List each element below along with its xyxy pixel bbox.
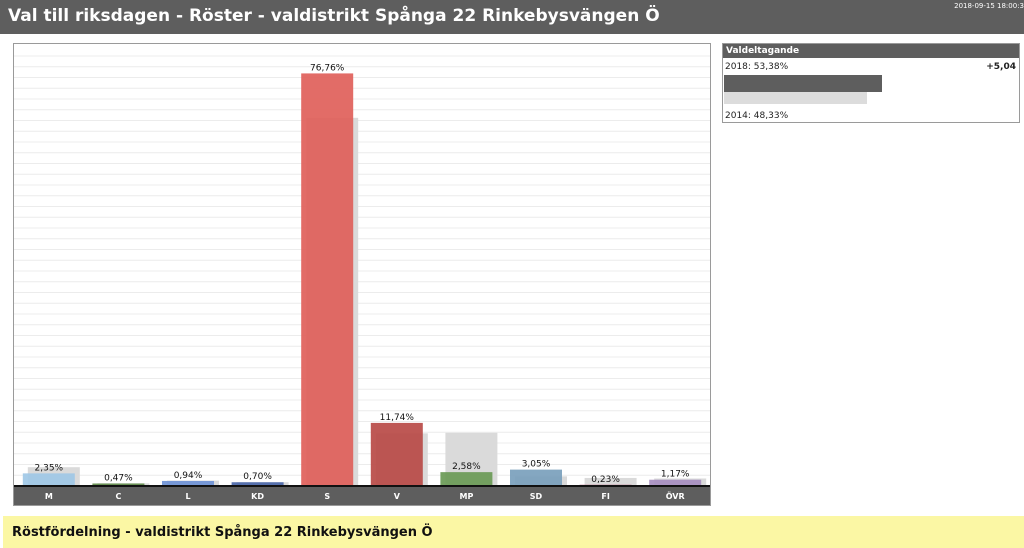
vote-bar-chart-svg: 2,35% 0,47% 0,94% 0,70% 76,76% 11,74% 2,58% 3,0…: [14, 55, 710, 505]
category-axis: [14, 486, 710, 505]
value-label-FI: 0,23%: [591, 475, 620, 485]
value-label-SD: 3,05%: [522, 460, 551, 470]
turnout-2018-label: 2018: 53,38%: [725, 62, 789, 72]
tick-label-M: M: [45, 492, 53, 501]
value-label-ÖVR: 1,17%: [661, 470, 690, 480]
turnout-2014-bar: [724, 92, 868, 104]
bar-previous-FI: [584, 477, 637, 486]
tick-label-V: V: [394, 492, 401, 501]
value-label-M: 2,35%: [35, 463, 64, 473]
turnout-2018-bar: [724, 75, 882, 92]
page-title: Val till riksdagen - Röster - valdistrik…: [8, 6, 660, 26]
bar-ÖVR: [649, 479, 702, 486]
tick-label-SD: SD: [530, 492, 543, 501]
tick-label-FI: FI: [601, 492, 609, 501]
tick-label-S: S: [324, 492, 330, 501]
bar-MP: [440, 472, 493, 486]
turnout-panel: Valdeltagande 2018: 53,38% +5,04 2014: 4…: [722, 43, 1020, 123]
footer-title: Röstfördelning - valdistrikt Spånga 22 R…: [12, 525, 433, 540]
header-bar: Val till riksdagen - Röster - valdistrik…: [0, 0, 1024, 34]
value-label-KD: 0,70%: [243, 472, 272, 482]
bar-KD: [231, 482, 284, 486]
bar-S: [301, 73, 354, 486]
bar-C: [92, 483, 145, 486]
turnout-diff: +5,04: [986, 62, 1016, 72]
bar-M: [22, 473, 75, 486]
tick-label-C: C: [115, 492, 121, 501]
value-label-V: 11,74%: [380, 413, 415, 423]
turnout-title: Valdeltagande: [723, 44, 1019, 58]
footer-bar: Röstfördelning - valdistrikt Spånga 22 R…: [3, 516, 1024, 548]
timestamp: 2018-09-15 18:00:3: [954, 2, 1024, 10]
vote-chart: 2,35% 0,47% 0,94% 0,70% 76,76% 11,74% 2,58% 3,0…: [13, 43, 711, 506]
value-label-S: 76,76%: [310, 63, 345, 73]
value-label-MP: 2,58%: [452, 462, 481, 472]
bar-L: [162, 480, 214, 486]
tick-label-KD: KD: [251, 492, 264, 501]
bar-SD: [510, 469, 562, 486]
value-label-C: 0,47%: [104, 473, 133, 483]
tick-label-MP: MP: [459, 492, 473, 501]
turnout-2014-label: 2014: 48,33%: [725, 111, 789, 121]
bar-V: [370, 422, 423, 486]
value-label-L: 0,94%: [174, 471, 203, 481]
tick-label-ÖVR: ÖVR: [666, 491, 685, 501]
tick-label-L: L: [185, 492, 190, 501]
